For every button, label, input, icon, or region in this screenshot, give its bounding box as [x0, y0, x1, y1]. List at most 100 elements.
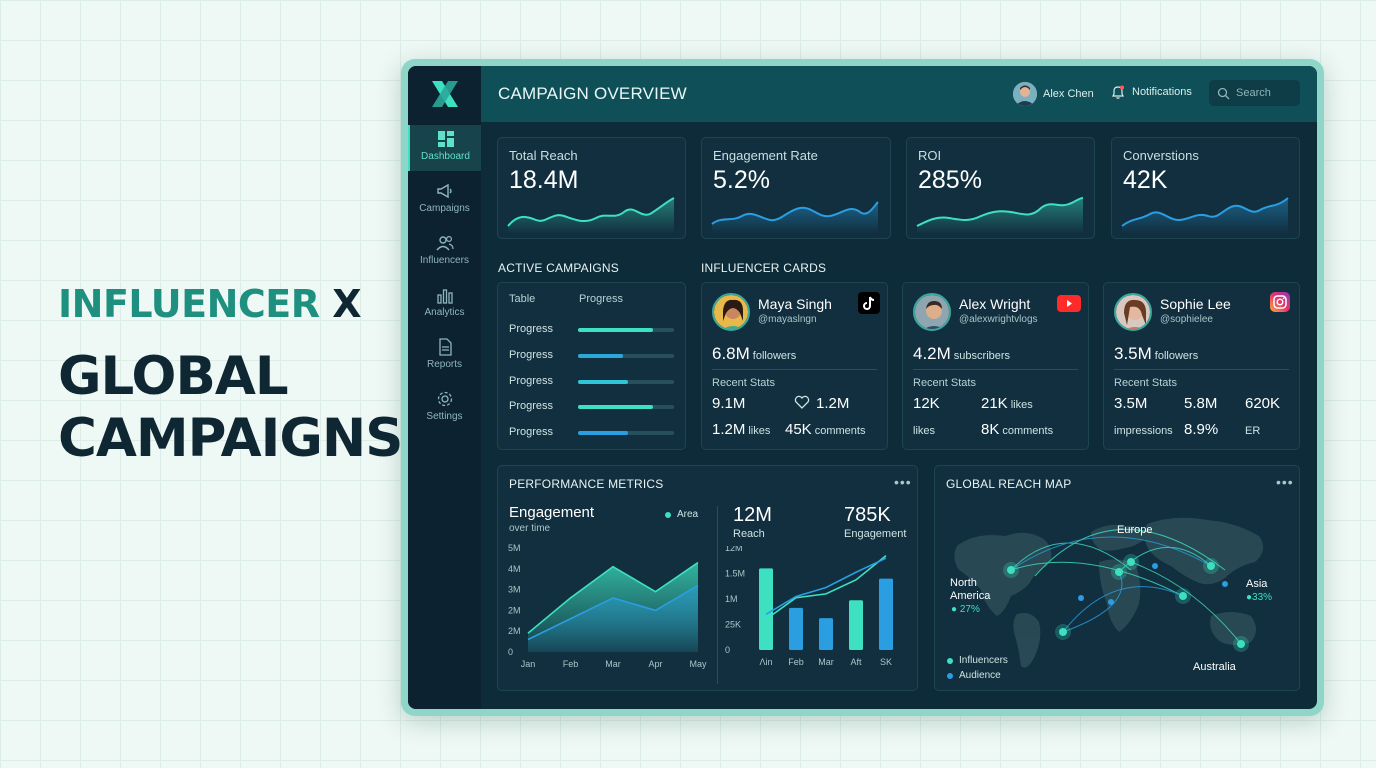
world-map[interactable]	[935, 466, 1301, 692]
stat-likes: 21K likes	[981, 395, 1033, 412]
x-tick-label: Apr	[648, 659, 662, 669]
stat-likes: 1.2M	[794, 395, 849, 412]
heart-icon	[794, 395, 810, 409]
page-title: CAMPAIGN OVERVIEW	[498, 84, 687, 103]
kpi-value: 5.2%	[713, 166, 770, 194]
bar	[819, 618, 833, 650]
stat-value: 5.8M	[1184, 395, 1218, 412]
kpi-value: 285%	[918, 166, 982, 194]
campaign-row-label: Progress	[509, 426, 554, 439]
progress-bar	[578, 379, 674, 384]
kpi-card-roi[interactable]: ROI 285%	[906, 137, 1095, 239]
sidebar-item-campaigns[interactable]: Campaigns	[408, 177, 481, 223]
stat-unit-impressions: impressions	[1114, 425, 1173, 437]
global-reach-map-panel: GLOBAL REACH MAP •••	[934, 465, 1300, 691]
y-tick-label: 5M	[508, 543, 521, 553]
influencer-handle: @sophielee	[1160, 314, 1213, 325]
search-input[interactable]: Search	[1209, 80, 1300, 106]
user-menu[interactable]: Alex Chen	[1013, 82, 1094, 106]
map-label-australia: Australia	[1193, 661, 1236, 673]
legend-audience: Audience	[947, 670, 1001, 681]
map-label-asia: Asia	[1246, 578, 1268, 590]
follower-count: 4.2M subscribers	[913, 344, 1011, 363]
progress-bar-fill	[578, 379, 628, 384]
stat-unit-er: ER	[1245, 425, 1261, 437]
engagement-value: 785K	[844, 504, 891, 526]
sparkline	[1121, 197, 1289, 234]
follower-count: 3.5M followers	[1114, 344, 1199, 363]
bar	[879, 578, 893, 650]
sidebar-item-analytics[interactable]: Analytics	[408, 281, 481, 327]
x-tick-label: Jan	[521, 659, 536, 669]
performance-metrics-panel: PERFORMANCE METRICS ••• Engagement over …	[497, 465, 918, 691]
x-tick-label: Feb	[788, 657, 804, 667]
progress-bar-fill	[578, 431, 628, 436]
search-icon	[1217, 87, 1230, 99]
progress-bar	[578, 353, 674, 358]
kpi-label: Engagement Rate	[713, 148, 818, 163]
influencer-handle: @mayaslngn	[758, 314, 817, 325]
x-tick-label: Aft	[850, 657, 862, 667]
tiktok-icon[interactable]	[858, 292, 880, 314]
notifications-button[interactable]: Notifications	[1110, 84, 1192, 100]
bar-chart-icon	[436, 289, 453, 304]
influencer-name: Maya Singh	[758, 296, 832, 312]
sidebar: Dashboard Campaigns Influencers Analytic…	[408, 66, 481, 709]
sidebar-item-label: Analytics	[424, 307, 465, 318]
bar	[789, 607, 803, 650]
bar	[759, 568, 773, 650]
x-tick-label: May	[689, 659, 707, 669]
x-tick-label: Mar	[605, 659, 621, 669]
y-tick-label: 25K	[725, 620, 741, 630]
stat-likes-count: 1.2M likes	[712, 421, 771, 438]
influencer-card-sophie-lee[interactable]: Sophie Lee @sophielee 3.5M followers Rece…	[1103, 282, 1300, 450]
campaign-row-label: Progress	[509, 348, 554, 361]
sidebar-item-influencers[interactable]: Influencers	[408, 229, 481, 275]
recent-stats-label: Recent Stats	[1114, 377, 1177, 389]
map-percent-asia: ●33%	[1246, 592, 1273, 603]
column-header-progress: Progress	[579, 293, 624, 305]
sidebar-item-settings[interactable]: Settings	[408, 385, 481, 431]
active-campaigns-panel: Table Progress Progress Progress Progress P…	[497, 282, 686, 450]
chart-legend: Area	[665, 509, 698, 520]
logo-x-icon[interactable]	[408, 66, 481, 122]
sidebar-item-dashboard[interactable]: Dashboard	[408, 125, 481, 171]
influencer-card-maya-singh[interactable]: Maya Singh @mayaslngn 6.8M followers Rece…	[701, 282, 888, 450]
document-icon	[438, 338, 452, 356]
divider	[712, 369, 877, 370]
progress-bar-fill	[578, 328, 653, 332]
progress-bar-fill	[578, 353, 624, 358]
hero-line-2: CAMPAIGNS	[58, 408, 403, 469]
youtube-icon[interactable]	[1057, 295, 1081, 312]
kpi-card-conversions[interactable]: Converstions 42K	[1111, 137, 1300, 239]
influencer-handle: @alexwrightvlogs	[959, 314, 1038, 325]
active-campaigns-title: ACTIVE CAMPAIGNS	[498, 261, 619, 275]
sidebar-item-label: Reports	[426, 359, 462, 370]
campaign-row-label: Progress	[509, 400, 554, 413]
sidebar-item-label: Campaigns	[419, 203, 470, 214]
kpi-label: Converstions	[1123, 148, 1199, 163]
divider	[1114, 369, 1289, 370]
influencer-card-alex-wright[interactable]: Alex Wright @alexwrightvlogs 4.2M subscri…	[902, 282, 1089, 450]
kpi-card-total-reach[interactable]: Total Reach 18.4M	[497, 137, 686, 239]
more-options-icon[interactable]: •••	[1276, 474, 1294, 490]
more-options-icon[interactable]: •••	[894, 474, 912, 490]
kpi-card-engagement-rate[interactable]: Engagement Rate 5.2%	[701, 137, 891, 239]
map-percent-north-america: ● 27%	[951, 604, 980, 615]
users-icon	[435, 235, 454, 251]
divider	[913, 369, 1078, 370]
sparkline	[711, 201, 879, 234]
y-tick-label: 0	[508, 647, 513, 657]
instagram-icon[interactable]	[1270, 292, 1290, 312]
stat-comments: 8K comments	[981, 421, 1054, 438]
sidebar-item-reports[interactable]: Reports	[408, 333, 481, 379]
legend-influencers: Influencers	[947, 655, 1008, 666]
kpi-value: 42K	[1123, 166, 1168, 194]
area-series-fill	[528, 585, 698, 652]
x-tick-label: SK	[880, 657, 892, 667]
x-tick-label: Λin	[759, 657, 772, 667]
campaign-row-label: Progress	[509, 374, 554, 387]
top-bar: CAMPAIGN OVERVIEW Alex Chen Notification…	[481, 66, 1317, 122]
trend-line	[765, 557, 887, 615]
notifications-label: Notifications	[1132, 86, 1192, 98]
